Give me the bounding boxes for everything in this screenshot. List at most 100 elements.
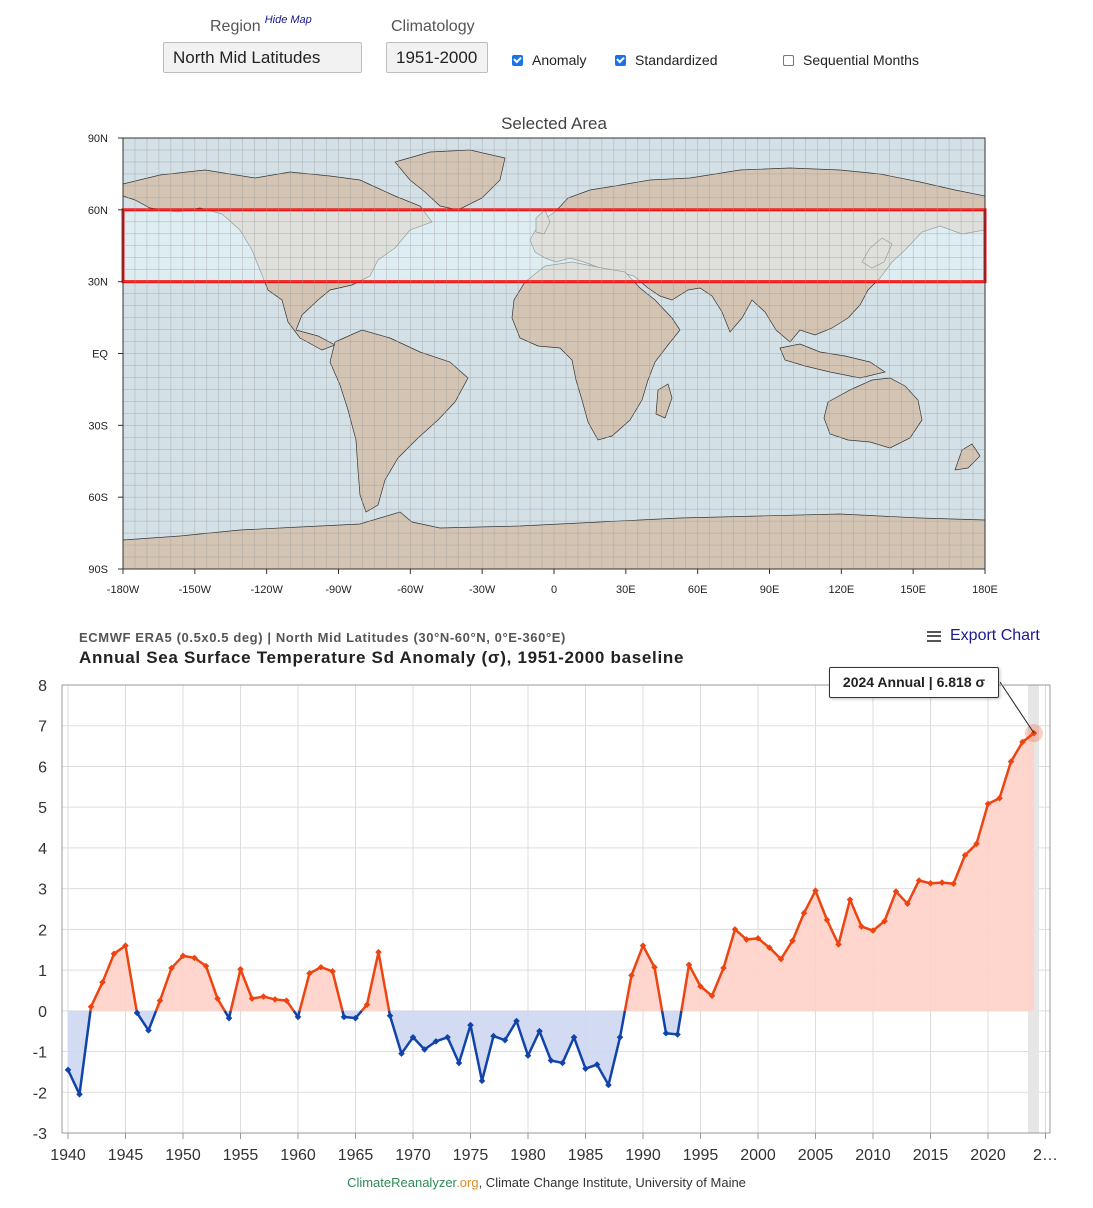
climatology-select[interactable]: 1951-2000 bbox=[386, 42, 488, 73]
data-point-1972[interactable] bbox=[432, 1038, 440, 1045]
data-point-1988[interactable] bbox=[616, 1033, 624, 1041]
menu-icon[interactable] bbox=[927, 630, 941, 642]
data-point-1974[interactable] bbox=[455, 1059, 463, 1067]
data-point-1958[interactable] bbox=[271, 996, 279, 1003]
data-point-1981[interactable] bbox=[536, 1027, 543, 1035]
data-point-1948[interactable] bbox=[156, 997, 164, 1004]
data-point-2012[interactable] bbox=[892, 888, 900, 895]
data-point-1983[interactable] bbox=[559, 1059, 566, 1067]
data-point-2021[interactable] bbox=[996, 794, 1003, 802]
data-point-1967[interactable] bbox=[375, 948, 382, 956]
data-point-1966[interactable] bbox=[363, 1001, 371, 1009]
data-point-1971[interactable] bbox=[421, 1046, 428, 1053]
data-point-2000[interactable] bbox=[754, 935, 762, 942]
sequential-check-icon[interactable] bbox=[783, 54, 794, 66]
data-point-1955[interactable] bbox=[237, 965, 244, 973]
data-point-2006[interactable] bbox=[823, 916, 831, 924]
data-point-1970[interactable] bbox=[409, 1033, 417, 1041]
data-point-2023[interactable] bbox=[1019, 738, 1026, 746]
anomaly-check-icon[interactable] bbox=[512, 54, 523, 66]
sequential-months-checkbox[interactable]: Sequential Months bbox=[783, 52, 919, 68]
data-point-1992[interactable] bbox=[662, 1029, 670, 1037]
data-point-1944[interactable] bbox=[110, 950, 118, 958]
data-point-2013[interactable] bbox=[904, 900, 911, 908]
data-point-1978[interactable] bbox=[501, 1036, 509, 1044]
credit-site-tld[interactable]: .org bbox=[456, 1175, 479, 1190]
data-point-1960[interactable] bbox=[294, 1013, 302, 1021]
data-point-1990[interactable] bbox=[639, 942, 647, 949]
data-point-1952[interactable] bbox=[202, 962, 210, 970]
anomaly-chart[interactable]: 8 7 6 5 4 3 2 1 0 -1 -2 -3 1940 1945 1950 1955 1960 1965… bbox=[0, 0, 1093, 1175]
data-point-1943[interactable] bbox=[99, 979, 106, 986]
data-point-1987[interactable] bbox=[605, 1081, 612, 1089]
data-point-1953[interactable] bbox=[214, 995, 221, 1002]
data-point-1947[interactable] bbox=[145, 1027, 152, 1034]
data-point-1942[interactable] bbox=[87, 1003, 95, 1011]
data-point-1951[interactable] bbox=[191, 954, 198, 962]
export-chart-button[interactable]: Export Chart bbox=[927, 627, 1040, 645]
data-point-1962[interactable] bbox=[317, 963, 325, 971]
data-point-2019[interactable] bbox=[973, 840, 980, 848]
data-point-2020[interactable] bbox=[984, 800, 992, 808]
region-select[interactable]: North Mid Latitudes bbox=[163, 42, 362, 73]
data-point-1956[interactable] bbox=[248, 995, 256, 1002]
data-point-2014[interactable] bbox=[915, 877, 923, 884]
data-point-1964[interactable] bbox=[340, 1013, 348, 1021]
data-point-1965[interactable] bbox=[352, 1014, 359, 1022]
data-point-1993[interactable] bbox=[674, 1031, 681, 1038]
data-point-1977[interactable] bbox=[490, 1032, 497, 1040]
data-point-2022[interactable] bbox=[1007, 758, 1015, 765]
data-point-1985[interactable] bbox=[582, 1065, 589, 1072]
data-point-1945[interactable] bbox=[122, 942, 129, 949]
credit-site[interactable]: ClimateReanalyzer bbox=[347, 1175, 457, 1190]
hide-map-link[interactable]: Hide Map bbox=[264, 14, 312, 26]
data-point-1976[interactable] bbox=[478, 1077, 486, 1085]
data-point-1961[interactable] bbox=[306, 970, 313, 977]
data-point-1946[interactable] bbox=[133, 1009, 141, 1017]
data-point-1979[interactable] bbox=[513, 1017, 520, 1025]
anomaly-label: Anomaly bbox=[532, 52, 587, 68]
data-point-2008[interactable] bbox=[846, 896, 854, 903]
anomaly-checkbox[interactable]: Anomaly bbox=[512, 52, 586, 68]
data-point-2016[interactable] bbox=[938, 879, 946, 886]
data-point-2010[interactable] bbox=[869, 927, 877, 934]
data-point-1975[interactable] bbox=[467, 1021, 474, 1029]
data-point-1957[interactable] bbox=[260, 993, 267, 1000]
data-point-2003[interactable] bbox=[789, 937, 796, 945]
data-point-2011[interactable] bbox=[881, 917, 888, 925]
data-point-2005[interactable] bbox=[812, 887, 819, 894]
data-point-1940[interactable] bbox=[64, 1066, 72, 1074]
data-point-2007[interactable] bbox=[835, 941, 842, 948]
data-point-2004[interactable] bbox=[800, 909, 808, 917]
data-point-1998[interactable] bbox=[731, 926, 739, 933]
data-point-1996[interactable] bbox=[708, 992, 716, 1000]
data-point-1982[interactable] bbox=[547, 1057, 555, 1064]
data-point-2017[interactable] bbox=[950, 880, 957, 888]
standardized-checkbox[interactable]: Standardized bbox=[615, 52, 718, 68]
data-point-1968[interactable] bbox=[386, 1012, 394, 1020]
data-point-1997[interactable] bbox=[720, 964, 727, 972]
data-point-1994[interactable] bbox=[685, 961, 693, 969]
data-point-1989[interactable] bbox=[628, 972, 635, 979]
data-point-1984[interactable] bbox=[570, 1033, 578, 1041]
data-point-2002[interactable] bbox=[777, 955, 785, 963]
data-point-1991[interactable] bbox=[651, 963, 658, 971]
data-point-1959[interactable] bbox=[283, 997, 290, 1004]
data-point-2015[interactable] bbox=[927, 880, 934, 887]
data-point-1954[interactable] bbox=[225, 1014, 233, 1022]
data-point-2018[interactable] bbox=[961, 851, 969, 859]
data-point-1950[interactable] bbox=[179, 952, 187, 960]
data-point-1949[interactable] bbox=[168, 964, 175, 972]
data-point-2009[interactable] bbox=[858, 923, 865, 930]
data-point-1941[interactable] bbox=[76, 1091, 83, 1098]
data-point-1973[interactable] bbox=[444, 1033, 451, 1041]
data-point-1980[interactable] bbox=[524, 1052, 532, 1059]
data-point-1986[interactable] bbox=[593, 1061, 601, 1068]
standardized-check-icon[interactable] bbox=[615, 54, 626, 66]
data-point-2001[interactable] bbox=[766, 944, 773, 951]
data-point-1969[interactable] bbox=[398, 1050, 405, 1057]
data-point-1995[interactable] bbox=[697, 983, 704, 990]
data-point-1999[interactable] bbox=[743, 936, 750, 943]
selected-area-map[interactable]: 90N 60N 30N EQ 30S 60S 90S -180W -150W -120W -90W… bbox=[0, 0, 1093, 610]
data-point-1963[interactable] bbox=[329, 968, 336, 975]
